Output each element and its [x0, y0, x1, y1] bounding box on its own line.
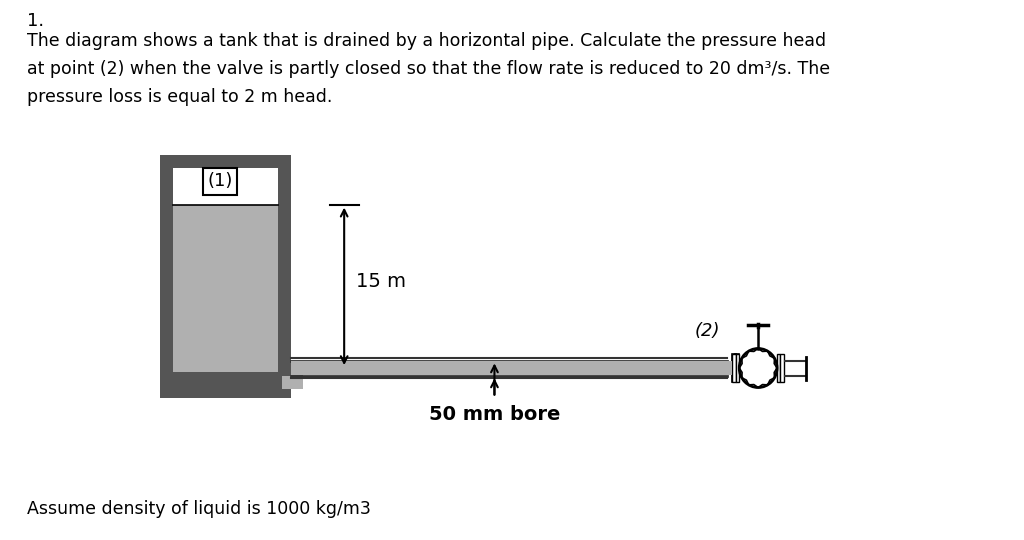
Text: (2): (2) [695, 322, 721, 341]
Text: The diagram shows a tank that is drained by a horizontal pipe. Calculate the pre: The diagram shows a tank that is drained… [28, 32, 826, 50]
Bar [160, 155, 173, 385]
Bar [777, 354, 780, 382]
Bar [736, 354, 739, 382]
Circle shape [739, 348, 777, 388]
Bar [732, 354, 736, 382]
Bar [160, 155, 291, 168]
Bar [291, 361, 727, 375]
Bar [173, 205, 279, 372]
Text: pressure loss is equal to 2 m head.: pressure loss is equal to 2 m head. [28, 88, 333, 106]
Bar [160, 385, 291, 398]
Bar [279, 372, 303, 388]
Bar [780, 354, 783, 382]
Bar [282, 376, 303, 388]
Text: 50 mm bore: 50 mm bore [429, 406, 560, 424]
Bar [160, 372, 291, 385]
Text: (1): (1) [208, 172, 232, 191]
Text: Assume density of liquid is 1000 kg/m3: Assume density of liquid is 1000 kg/m3 [28, 500, 371, 518]
Text: 15 m: 15 m [355, 272, 406, 291]
Bar [173, 168, 279, 205]
Bar [732, 354, 735, 382]
Text: at point (2) when the valve is partly closed so that the flow rate is reduced to: at point (2) when the valve is partly cl… [28, 60, 830, 78]
Bar [291, 361, 732, 375]
Text: 1.: 1. [28, 12, 44, 30]
Bar [279, 155, 291, 385]
Bar [735, 354, 738, 382]
